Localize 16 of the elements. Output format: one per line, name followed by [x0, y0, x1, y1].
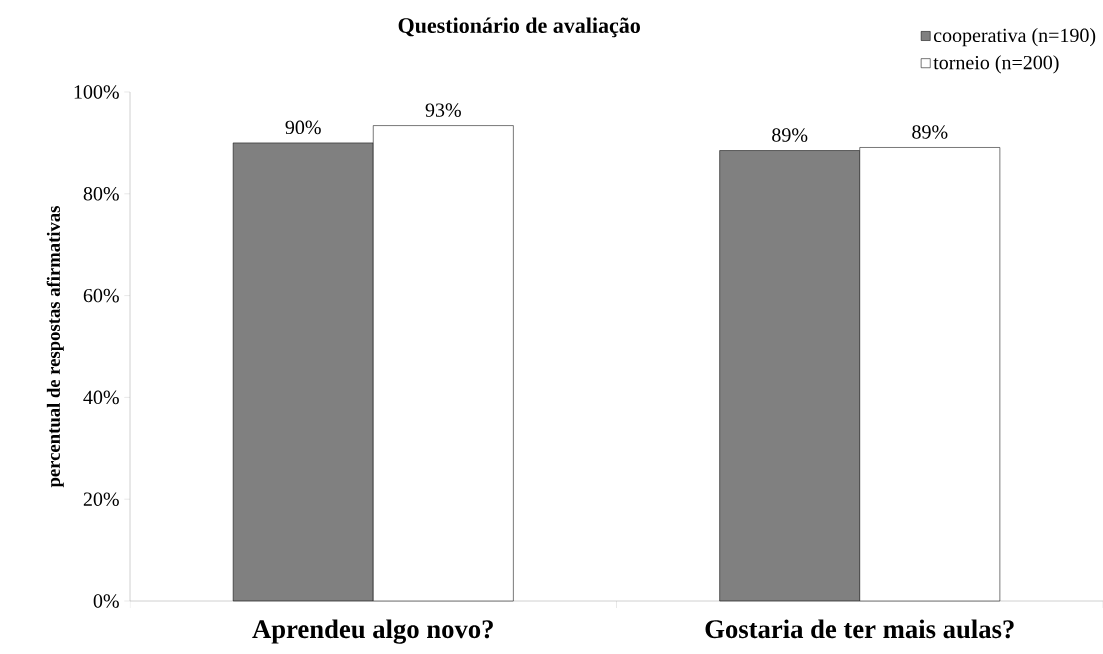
data-label: 89%	[772, 128, 808, 142]
y-tick-label: 20%	[83, 492, 119, 506]
y-tick-label: 60%	[83, 288, 119, 303]
y-tick-label: 0%	[93, 594, 119, 608]
legend-label: cooperativa (n=190)	[933, 28, 1096, 47]
y-axis-title: percentual de respostas afirmativas	[46, 206, 64, 488]
y-tick-label: 80%	[83, 187, 119, 201]
x-tick-label: Aprendeu algo novo?	[252, 619, 493, 644]
chart-title: Questionário de avaliação	[398, 17, 640, 38]
data-label: 89%	[912, 125, 948, 139]
legend-label: torneio (n=200)	[933, 55, 1059, 74]
data-label: 93%	[425, 103, 461, 117]
y-tick-label: 40%	[83, 390, 119, 405]
data-label: 90%	[285, 120, 321, 135]
x-tick-label: Gostaria de ter mais aulas?	[705, 619, 1014, 639]
y-tick-label: 100%	[74, 85, 119, 99]
